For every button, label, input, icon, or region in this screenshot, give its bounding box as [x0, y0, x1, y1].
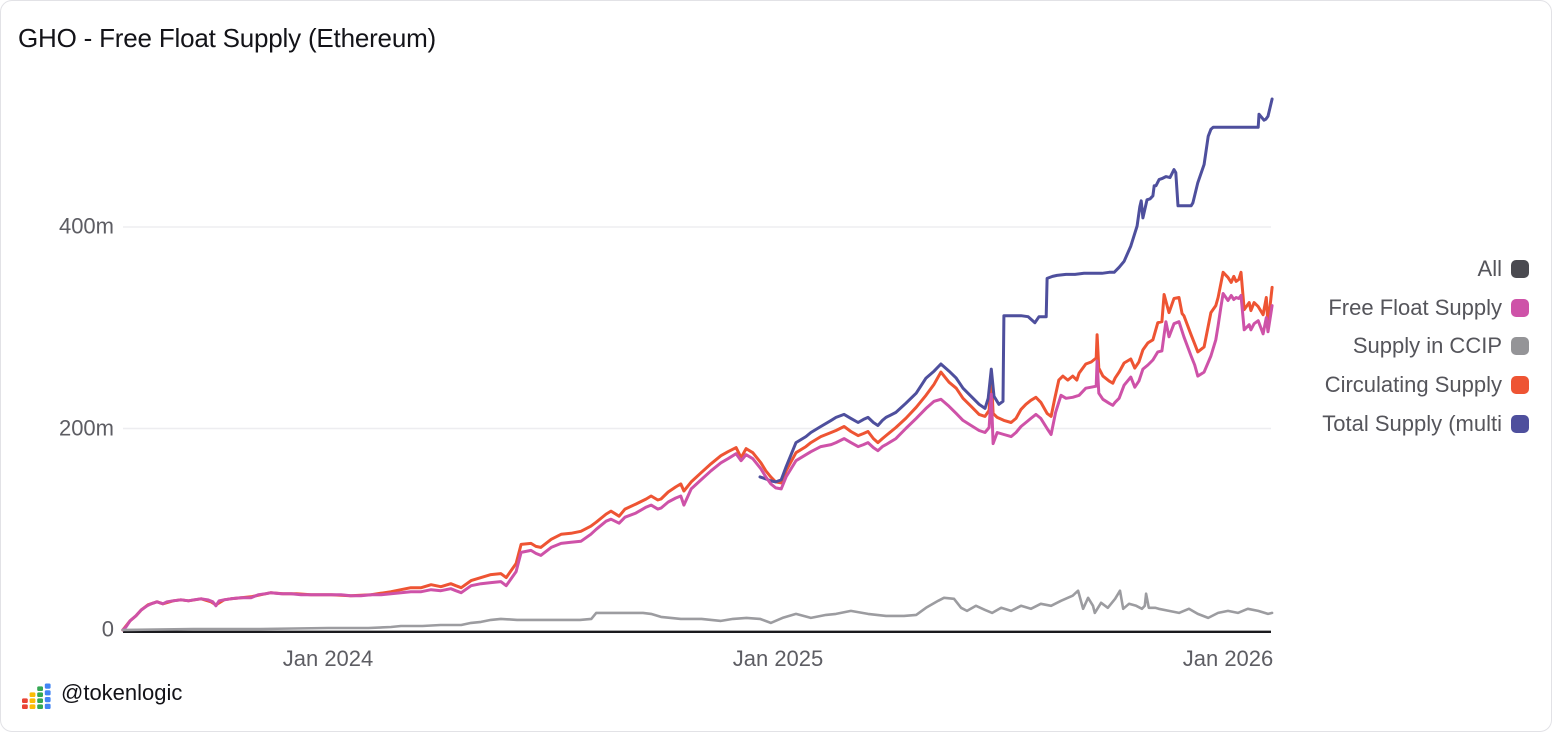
- legend-item-supply-in-ccip[interactable]: Supply in CCIP: [1322, 327, 1529, 366]
- x-tick-label-jan-2025: Jan 2025: [732, 646, 824, 671]
- chart-title: GHO - Free Float Supply (Ethereum): [18, 23, 436, 53]
- legend-item-all[interactable]: All: [1322, 250, 1529, 289]
- legend-swatch-icon: [1511, 298, 1529, 317]
- legend-item-label: Free Float Supply: [1328, 294, 1502, 320]
- logo-bar-segment: [29, 692, 36, 697]
- logo-bar-segment: [44, 690, 51, 696]
- logo-bar-segment: [37, 698, 43, 703]
- legend-swatch-icon: [1511, 414, 1529, 433]
- y-tick-label-200m: 200m: [58, 414, 114, 440]
- y-tick-label-0: 0: [101, 616, 114, 642]
- legend-swatch-icon: [1511, 376, 1529, 395]
- y-tick-label-400m: 400m: [58, 213, 114, 239]
- x-tick-label-jan-2024: Jan 2024: [282, 646, 374, 671]
- chart-legend: All Free Float Supply Supply in CCIP Circul…: [1322, 250, 1529, 443]
- series-line-free-float-supply: [121, 292, 1274, 632]
- legend-item-free-float-supply[interactable]: Free Float Supply: [1322, 289, 1529, 328]
- legend-item-total-supply-multi[interactable]: Total Supply (multi: [1322, 404, 1529, 443]
- series-line-total-supply-multichain-: [758, 97, 1274, 484]
- logo-bar-segment: [37, 686, 43, 691]
- logo-bar-segment: [37, 692, 43, 697]
- logo-bar-segment: [37, 704, 43, 709]
- series-line-circulating-supply: [121, 270, 1274, 632]
- tokenlogic-handle: @tokenlogic: [61, 680, 183, 705]
- logo-bar-segment: [44, 697, 51, 703]
- legend-item-label: Circulating Supply: [1324, 372, 1502, 398]
- logo-bar-segment: [22, 704, 28, 709]
- x-tick-label-jan-2026: Jan 2026: [1182, 646, 1274, 671]
- legend-item-label: Supply in CCIP: [1352, 333, 1502, 359]
- logo-bar-segment: [22, 698, 28, 703]
- series-line-supply-in-ccip: [121, 589, 1274, 632]
- legend-item-label: All: [1477, 256, 1502, 282]
- logo-bar-segment: [44, 683, 51, 689]
- logo-bar-segment: [44, 703, 51, 709]
- legend-item-label: Total Supply (multi: [1322, 410, 1502, 436]
- legend-swatch-icon: [1511, 260, 1529, 279]
- legend-swatch-icon: [1511, 337, 1529, 356]
- tokenlogic-logo-icon: [22, 683, 51, 709]
- logo-bar-segment: [29, 698, 36, 703]
- logo-bar-segment: [29, 704, 36, 709]
- legend-item-circulating-supply[interactable]: Circulating Supply: [1322, 366, 1529, 405]
